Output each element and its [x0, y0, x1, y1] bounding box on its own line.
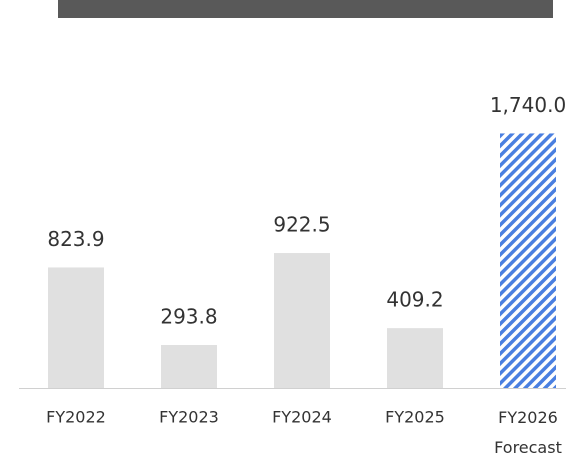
bar: [274, 253, 330, 388]
x-tick-label: FY2023: [159, 408, 219, 427]
value-label: 409.2: [386, 288, 443, 312]
bar: [48, 267, 104, 388]
bar: [387, 328, 443, 388]
bar: [500, 133, 556, 388]
value-label: 922.5: [273, 213, 330, 237]
value-label: 293.8: [160, 305, 217, 329]
x-tick-label: FY2026 Forecast: [494, 408, 562, 457]
x-tick-label: FY2024: [272, 408, 332, 427]
title-band: [58, 0, 553, 18]
value-label: 1,740.0: [490, 93, 566, 117]
x-tick-label: FY2025: [385, 408, 445, 427]
x-tick-label: FY2022: [46, 408, 106, 427]
value-label: 823.9: [47, 227, 104, 251]
bar: [161, 345, 217, 388]
